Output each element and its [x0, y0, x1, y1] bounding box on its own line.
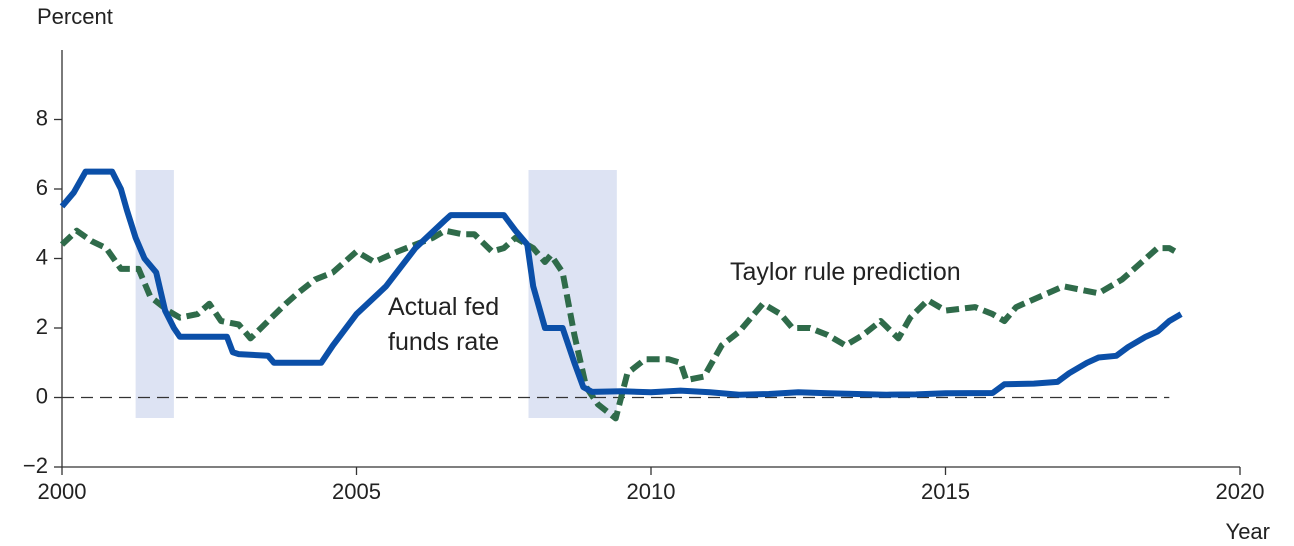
recession-band — [528, 170, 617, 418]
x-tick-label: 2020 — [1216, 479, 1265, 504]
x-tick-label: 2000 — [38, 479, 87, 504]
x-axis-title: Year — [1226, 519, 1270, 544]
recession-band — [135, 170, 174, 418]
y-tick-label: 2 — [36, 314, 48, 339]
x-tick-label: 2005 — [332, 479, 381, 504]
x-tick-label: 2010 — [627, 479, 676, 504]
x-tick-label: 2015 — [921, 479, 970, 504]
y-tick-label: 4 — [36, 244, 48, 269]
series-annotation: Taylor rule prediction — [730, 258, 961, 286]
series-line — [59, 227, 1177, 422]
series-line — [59, 168, 1183, 398]
y-tick-label: 8 — [36, 105, 48, 130]
y-tick-label: 6 — [36, 175, 48, 200]
y-tick-label: −2 — [23, 453, 48, 478]
series-annotation: Actual fed funds rate — [388, 293, 500, 356]
y-axis-title: Percent — [37, 4, 113, 29]
y-tick-label: 0 — [36, 383, 48, 408]
